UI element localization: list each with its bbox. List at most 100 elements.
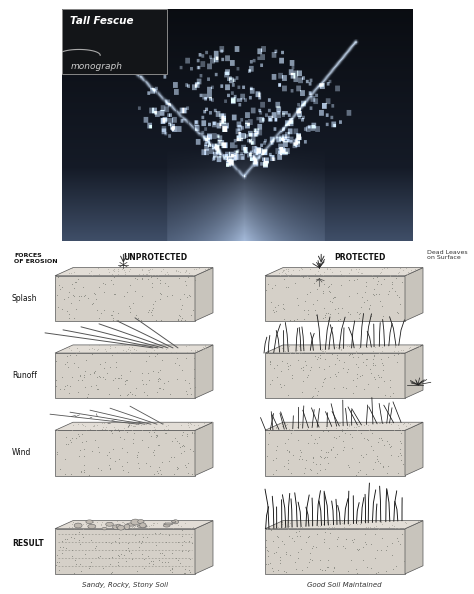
Point [182,463,190,472]
Point [148,282,156,292]
Point [374,382,382,391]
Point [285,447,293,456]
Point [142,459,150,468]
Point [325,544,332,553]
Point [264,280,272,289]
Point [264,439,272,448]
Point [145,266,152,275]
Point [364,434,371,444]
Point [334,450,341,459]
Point [115,374,123,383]
Point [167,516,174,526]
Point [364,354,371,364]
Point [189,347,197,357]
Point [96,340,103,350]
Point [388,550,395,560]
Point [130,345,137,354]
Point [93,385,101,394]
Point [328,279,335,288]
Point [284,271,292,280]
Point [157,289,164,299]
Point [120,340,128,350]
Point [356,457,363,467]
Point [87,535,95,544]
Point [306,464,313,473]
Point [167,453,175,462]
Point [102,346,110,356]
Point [60,384,67,394]
Point [78,375,85,384]
Point [189,427,196,437]
Point [101,374,109,384]
Point [182,276,189,286]
Point [95,371,103,381]
Point [181,568,189,578]
Point [91,569,99,579]
Point [273,372,281,382]
Point [81,461,88,470]
Point [123,529,130,538]
Point [128,523,136,532]
Point [175,438,183,447]
Point [404,267,412,277]
Point [76,370,83,380]
Point [333,534,341,544]
Point [345,421,353,431]
Point [148,270,155,279]
Point [320,454,328,463]
Point [101,344,109,353]
Point [146,462,154,471]
Point [320,279,328,289]
Point [150,422,157,431]
Point [153,519,161,528]
Point [262,543,270,552]
Point [266,558,274,568]
Point [106,362,114,371]
Point [99,372,107,381]
Point [337,419,344,428]
Point [171,358,178,368]
Point [338,516,346,526]
Point [82,355,90,364]
Point [309,421,316,430]
Point [396,348,403,358]
Point [365,304,373,313]
Point [58,372,66,381]
Point [183,347,191,356]
Point [352,359,359,368]
Point [298,420,306,429]
Point [284,264,292,274]
Point [311,305,319,315]
Point [152,425,159,434]
Point [75,527,83,537]
Point [330,432,338,441]
Point [293,422,301,432]
Point [180,536,188,545]
Point [285,447,293,456]
Point [377,372,384,382]
Point [273,441,281,451]
Point [319,381,326,391]
Point [339,542,347,551]
Point [120,519,128,528]
Point [310,391,317,401]
Point [268,564,276,573]
Point [177,521,185,530]
Text: monograph: monograph [71,62,122,71]
Point [159,264,166,274]
Point [114,557,122,566]
Point [153,466,160,476]
Point [380,440,388,449]
Point [379,418,386,428]
Point [303,289,311,299]
Point [138,265,146,274]
Point [68,372,76,381]
Point [70,568,78,578]
Point [61,294,68,304]
Point [127,387,134,397]
Point [142,356,150,366]
Point [168,564,176,573]
Point [389,564,397,574]
Point [364,380,372,389]
Point [324,459,332,468]
